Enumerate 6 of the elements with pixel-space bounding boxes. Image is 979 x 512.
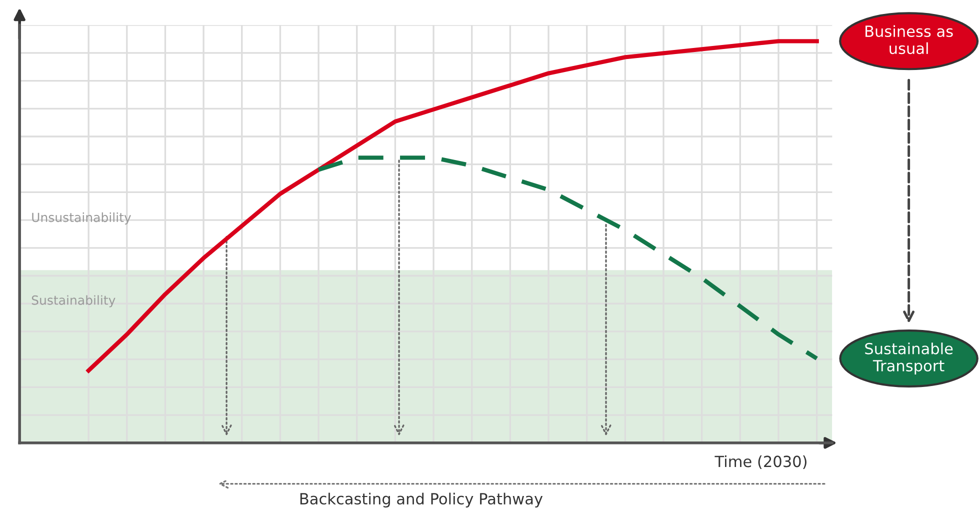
text: Backcasting and Policy Pathway xyxy=(300,492,543,508)
text: Sustainable Transport xyxy=(865,342,953,374)
annotation: Unsustainability xyxy=(32,212,131,225)
x-axis-title: Time (2030) xyxy=(714,455,806,470)
text: Business as usual xyxy=(866,25,953,54)
band-label: Sustainability xyxy=(32,295,116,308)
